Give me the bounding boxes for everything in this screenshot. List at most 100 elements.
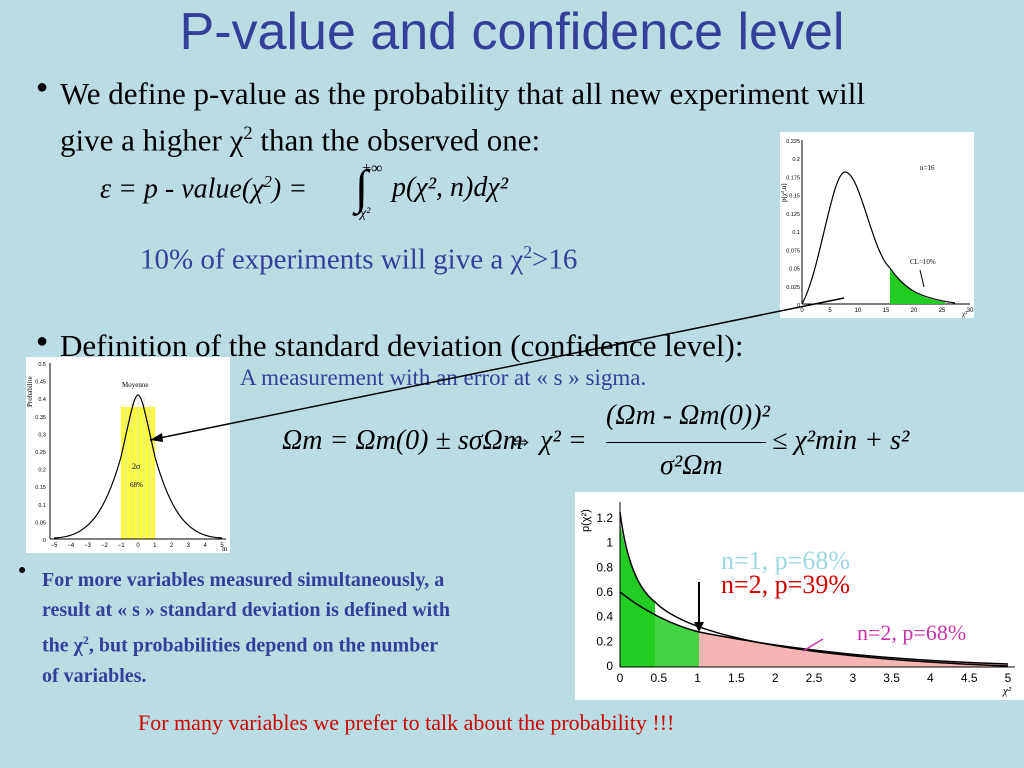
y-tick-label: 0.3 [38, 432, 46, 438]
x-tick-label: 2 [170, 543, 174, 549]
n1-curve [619, 511, 1009, 667]
y-axis-label: p(χ²,n) [780, 183, 788, 202]
chi2-n16-chart: 0.225 0.2 0.175 0.15 0.125 0.1 0.075 0.05 0.025 0… [780, 132, 974, 318]
x-tick-label: −5 [51, 543, 59, 549]
text: >16 [532, 243, 578, 276]
magenta-arrow [802, 638, 824, 652]
x-tick-label: 2 [772, 671, 779, 685]
x-axis-label: χ² [962, 310, 967, 318]
y-tick-label: 1 [606, 536, 613, 550]
label-n2-39: n=2, p=39% [721, 570, 850, 599]
y-tick-label: 0.1 [792, 230, 800, 236]
chi2-min-rhs: ≤ χ²min + s² [772, 425, 910, 456]
y-tick-label: 0.6 [596, 585, 613, 599]
x-tick-label: 3.5 [883, 671, 900, 685]
x-tick-label: 1.5 [728, 671, 745, 685]
x-tick-label: 4 [927, 671, 934, 685]
integral-lower: χ² [360, 206, 371, 221]
y-axis-label: p(χ²) [580, 509, 592, 532]
x-tick-labels: −5 −4 −3 −2 −1 0 1 2 3 4 5 [51, 543, 225, 549]
pvalue-formula: ε = p - value(χ2) = [100, 172, 307, 205]
y-tick-labels: 1.2 1 0.8 0.6 0.4 0.2 0 [596, 511, 613, 673]
y-tick-label: 0.25 [35, 450, 46, 456]
y-tick-label: 0.45 [35, 380, 46, 386]
bullet-pvalue-line2: give a higher χ2 than the observed one: [60, 114, 980, 160]
label-n1: n=1, p=68% [721, 546, 850, 575]
y-tick-label: 0.8 [596, 560, 613, 574]
superscript: 2 [523, 242, 533, 262]
text-line: For more variables measured simultaneous… [42, 569, 445, 591]
chi2-eq: χ² = [540, 425, 587, 456]
formula-integrand: p(χ², n)dχ² [392, 172, 509, 203]
sigma-formula-lhs: Ωm = Ωm(0) ± sσΩm [282, 425, 524, 456]
x-tick-label: 10 [855, 308, 862, 314]
y-tick-label: 0.025 [786, 285, 800, 291]
y-tick-label: 0.05 [789, 267, 800, 273]
x-tick-label: 30 [967, 308, 974, 314]
bullet-dot: ● [36, 330, 49, 352]
tail-area [890, 268, 945, 304]
x-axis-label: χ² [1002, 685, 1012, 697]
x-tick-label: 25 [939, 308, 946, 314]
x-tick-label: 15 [883, 308, 890, 314]
y-tick-label: 0.225 [786, 139, 800, 145]
x-tick-labels: 0 0.5 1 1.5 2 2.5 3 3.5 4 4.5 5 [617, 671, 1012, 685]
subnote: A measurement with an error at « s » sig… [240, 365, 647, 390]
note-ten-percent: 10% of experiments will give a χ2>16 [140, 242, 577, 277]
n2-pink-area [699, 632, 1008, 667]
gaussian-chart: 0.50.450.40.350.30.250.20.150.10.050 −5−… [26, 357, 230, 553]
superscript: 2 [243, 123, 253, 144]
x-tick-label: 5 [1005, 671, 1012, 685]
x-tick-label: 3 [187, 543, 191, 549]
text: , but probabilities depend on the number [88, 634, 439, 657]
page-title: P-value and confidence level [179, 3, 845, 61]
x-tick-label: 0.5 [650, 671, 667, 685]
n2-green-area [620, 592, 699, 667]
chi-symbol: χ [73, 634, 83, 657]
fraction-numerator: (Ωm - Ωm(0))² [606, 400, 770, 431]
x-tick-label: 2.5 [806, 671, 823, 685]
integral-upper: +∞ [362, 160, 383, 177]
x-tick-label: −3 [84, 543, 92, 549]
y-tick-label: 1.2 [596, 511, 613, 525]
cl-annotation: CL=10% [910, 258, 936, 266]
arrow-head [694, 622, 704, 632]
y-tick-label: 0.4 [38, 397, 46, 403]
x-tick-label: 0 [800, 308, 804, 314]
legend-label: n=16 [920, 164, 935, 172]
x-tick-label: −4 [67, 543, 75, 549]
x-tick-label: 4.5 [961, 671, 978, 685]
x-tick-label: 0 [617, 671, 624, 685]
x-tick-label: −2 [101, 543, 109, 549]
formula-lhs: ε = p - value(χ [100, 173, 264, 205]
x-tick-label: 1 [694, 671, 701, 685]
superscript: 2 [82, 633, 89, 647]
y-tick-label: 0.075 [786, 248, 800, 254]
chi-symbol: χ [229, 122, 244, 158]
fraction-denominator: σ²Ωm [660, 450, 723, 481]
x-tick-label: 4 [204, 543, 208, 549]
n2-curve [619, 591, 1009, 665]
area-hatch [125, 395, 151, 539]
integral-sign: ∫ [355, 161, 369, 214]
text: than the observed one: [252, 122, 541, 158]
footer-note: For many variables we prefer to talk abo… [138, 710, 675, 735]
formula-eq: ) = [271, 173, 308, 205]
bullet-pvalue: We define p-value as the probability tha… [60, 74, 980, 160]
bullet-dot: ● [36, 76, 49, 98]
y-tick-label: 0 [606, 659, 613, 673]
bullet-more-variables: For more variables measured simultaneous… [42, 565, 450, 691]
y-tick-label: 0.125 [786, 212, 800, 218]
superscript: 2 [263, 172, 272, 191]
x-tick-label: 5 [220, 543, 224, 549]
iff-symbol: ⇔ [506, 425, 534, 456]
x-tick-label: 3 [849, 671, 856, 685]
annotation-arrow [919, 269, 925, 288]
chi2-curve [801, 171, 956, 305]
chi2-comparison-chart: 1.210.80.60.40.20 0 0.5 1 1.5 2 2.5 3 3.5 4 4.5 5 … [575, 492, 1024, 700]
y-tick-label: 0.175 [786, 175, 800, 181]
percent-annotation: 68% [130, 481, 143, 489]
x-tick-labels: 0 5 10 15 20 25 30 [800, 308, 974, 314]
x-tick-label: 0 [136, 543, 140, 549]
